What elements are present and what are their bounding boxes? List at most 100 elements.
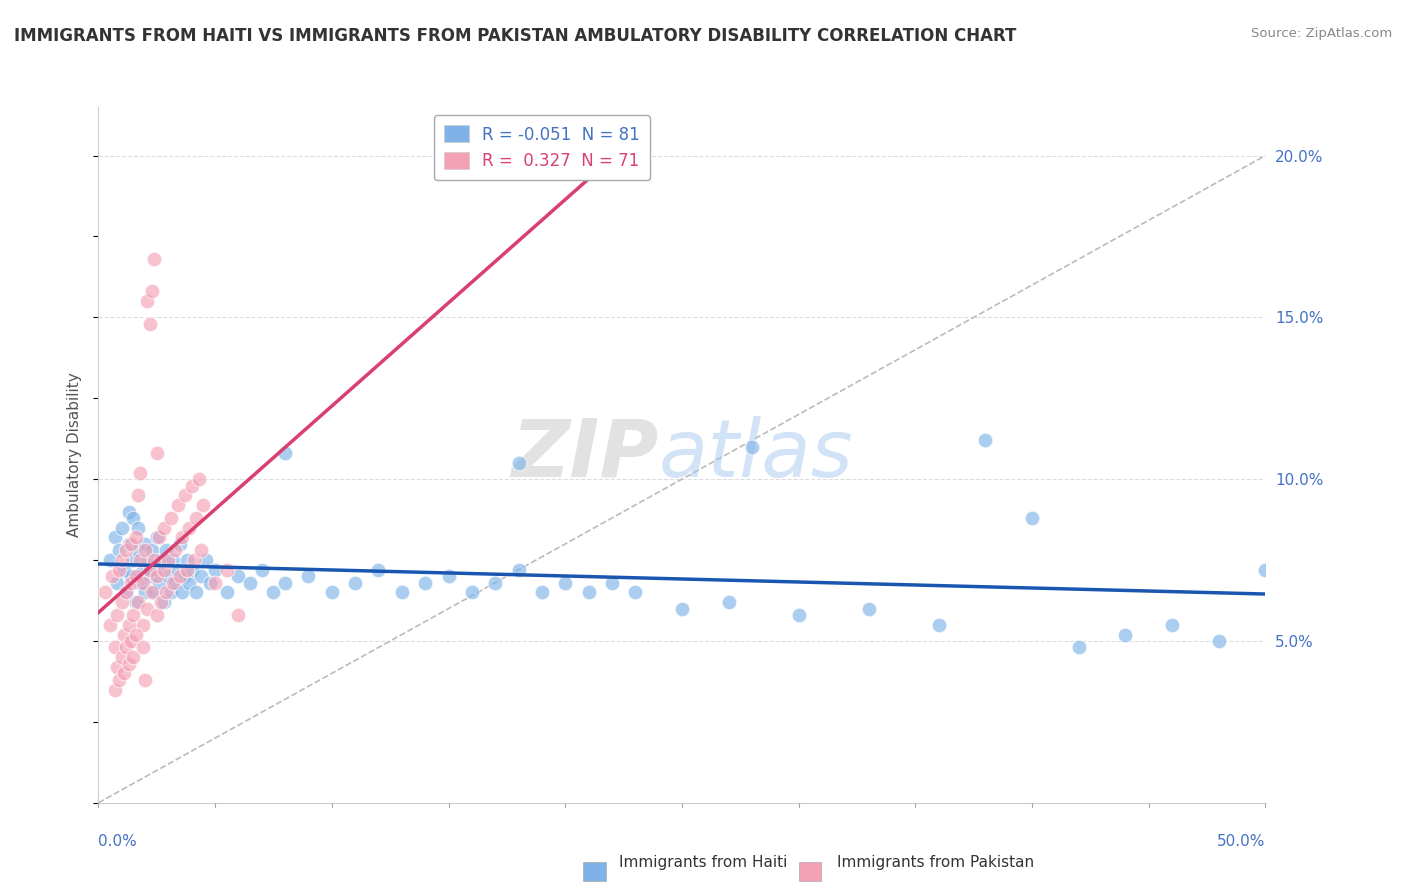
- Point: [143, 585, 166, 599]
- Point: [461, 585, 484, 599]
- Point: [120, 575, 142, 590]
- Point: [120, 634, 142, 648]
- Point: [108, 673, 131, 687]
- Point: [484, 575, 506, 590]
- Point: [98, 617, 121, 632]
- Point: [413, 575, 436, 590]
- Point: [148, 531, 170, 545]
- Point: [187, 472, 209, 486]
- Point: [146, 446, 169, 460]
- Text: Source: ZipAtlas.com: Source: ZipAtlas.com: [1251, 27, 1392, 40]
- Point: [118, 537, 141, 551]
- Point: [118, 657, 141, 671]
- Point: [165, 575, 187, 590]
- Point: [215, 585, 238, 599]
- Point: [1021, 511, 1043, 525]
- Point: [120, 537, 142, 551]
- Point: [152, 563, 174, 577]
- Point: [146, 531, 169, 545]
- Point: [122, 553, 145, 567]
- Point: [1208, 634, 1230, 648]
- Point: [508, 456, 530, 470]
- Point: [186, 511, 208, 525]
- Point: [111, 553, 134, 567]
- Point: [166, 498, 188, 512]
- Point: [125, 627, 148, 641]
- Point: [173, 569, 195, 583]
- Text: 50.0%: 50.0%: [1218, 834, 1265, 849]
- Point: [787, 608, 810, 623]
- Text: Immigrants from Haiti: Immigrants from Haiti: [619, 855, 787, 870]
- Point: [146, 608, 169, 623]
- Point: [1161, 617, 1184, 632]
- Point: [204, 575, 226, 590]
- Point: [274, 575, 297, 590]
- Point: [858, 601, 880, 615]
- Point: [129, 466, 152, 480]
- Point: [132, 617, 155, 632]
- Point: [150, 595, 173, 609]
- Point: [169, 569, 191, 583]
- Point: [717, 595, 740, 609]
- Point: [141, 285, 163, 299]
- Point: [159, 511, 181, 525]
- Point: [228, 569, 250, 583]
- Point: [120, 569, 142, 583]
- Point: [179, 521, 201, 535]
- Point: [157, 569, 180, 583]
- Point: [127, 488, 149, 502]
- Legend: R = -0.051  N = 81, R =  0.327  N = 71: R = -0.051 N = 81, R = 0.327 N = 71: [434, 115, 650, 180]
- Point: [104, 640, 127, 655]
- Point: [176, 553, 198, 567]
- Point: [974, 434, 997, 448]
- Point: [134, 543, 156, 558]
- Point: [274, 446, 297, 460]
- Point: [176, 563, 198, 577]
- Point: [136, 601, 159, 615]
- Point: [112, 666, 135, 681]
- Point: [118, 504, 141, 518]
- Point: [105, 575, 128, 590]
- Point: [190, 569, 212, 583]
- Point: [671, 601, 693, 615]
- Point: [115, 585, 138, 599]
- Point: [104, 682, 127, 697]
- Text: Immigrants from Pakistan: Immigrants from Pakistan: [837, 855, 1033, 870]
- Point: [180, 478, 202, 492]
- Point: [127, 543, 149, 558]
- Point: [132, 563, 155, 577]
- Point: [152, 521, 174, 535]
- Point: [115, 640, 138, 655]
- Point: [162, 553, 184, 567]
- Point: [169, 537, 191, 551]
- Point: [194, 553, 217, 567]
- Point: [139, 317, 162, 331]
- Point: [132, 575, 155, 590]
- Point: [391, 585, 413, 599]
- Point: [204, 563, 226, 577]
- Point: [108, 543, 131, 558]
- Point: [139, 569, 162, 583]
- Point: [190, 543, 212, 558]
- Point: [105, 608, 128, 623]
- Point: [262, 585, 284, 599]
- Y-axis label: Ambulatory Disability: Ambulatory Disability: [67, 373, 83, 537]
- Point: [132, 640, 155, 655]
- Point: [105, 660, 128, 674]
- Point: [115, 543, 138, 558]
- Point: [554, 575, 576, 590]
- Point: [152, 595, 174, 609]
- Point: [139, 563, 162, 577]
- Text: IMMIGRANTS FROM HAITI VS IMMIGRANTS FROM PAKISTAN AMBULATORY DISABILITY CORRELAT: IMMIGRANTS FROM HAITI VS IMMIGRANTS FROM…: [14, 27, 1017, 45]
- Point: [136, 553, 159, 567]
- Point: [1067, 640, 1090, 655]
- Point: [437, 569, 460, 583]
- Point: [98, 553, 121, 567]
- Point: [129, 575, 152, 590]
- Point: [321, 585, 343, 599]
- Point: [127, 595, 149, 609]
- Point: [129, 553, 152, 567]
- Point: [115, 585, 138, 599]
- Point: [165, 543, 187, 558]
- Text: ZIP: ZIP: [512, 416, 658, 494]
